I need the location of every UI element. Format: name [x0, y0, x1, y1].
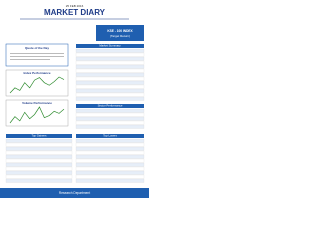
table-header	[6, 134, 72, 138]
page: 25 FEB 2016 MARKET DIARY KSE - 100 INDEX…	[0, 0, 149, 198]
table-row	[5, 162, 73, 167]
table-row	[75, 174, 145, 179]
table-title: Market Summary	[99, 44, 121, 48]
table-row	[75, 158, 145, 163]
table-row	[5, 178, 73, 183]
footer: Research Department	[59, 191, 90, 195]
chart-title: Volume Performance	[22, 101, 52, 105]
table-row	[75, 72, 145, 77]
table-row	[75, 76, 145, 81]
table-header	[76, 134, 144, 138]
table-header	[76, 44, 144, 48]
table-row	[75, 60, 145, 65]
table-row	[75, 154, 145, 159]
charts: Index Performance Volume Performance	[5, 69, 69, 127]
footer-bar	[0, 188, 149, 198]
chart-frame	[5, 69, 69, 97]
table-row	[75, 138, 145, 143]
table-row	[75, 68, 145, 73]
table-row	[75, 166, 145, 171]
table-header	[76, 104, 144, 108]
table-row	[5, 154, 73, 159]
table-row	[5, 166, 73, 171]
table-row	[5, 174, 73, 179]
table-row	[75, 48, 145, 53]
quote-lines	[10, 53, 64, 60]
date: 25 FEB 2016	[66, 4, 84, 8]
table-row	[75, 80, 145, 85]
table-row	[75, 120, 145, 125]
table-row	[75, 92, 145, 97]
table-row	[75, 56, 145, 61]
table-row	[75, 170, 145, 175]
table-row	[75, 124, 145, 129]
table-row	[75, 52, 145, 57]
chart-line	[9, 106, 65, 124]
title: MARKET DIARY	[44, 8, 106, 17]
badge-subtitle: (Target Return)	[110, 34, 130, 38]
quote-title: Quote of the Day	[25, 46, 49, 50]
table-row	[5, 170, 73, 175]
badge-box	[96, 25, 144, 41]
tables: Market Summary Sector Performance Top Gain…	[5, 44, 145, 183]
badge-title: KSE - 100 INDEX	[107, 29, 133, 33]
table-row	[75, 146, 145, 151]
table-row	[75, 150, 145, 155]
table-row	[75, 84, 145, 89]
table-title: Top Losers	[103, 134, 117, 138]
chart-title: Index Performance	[23, 71, 50, 75]
table-row	[5, 150, 73, 155]
table-row	[75, 96, 145, 101]
table-row	[75, 162, 145, 167]
table-row	[75, 178, 145, 183]
table-row	[75, 116, 145, 121]
table-row	[75, 88, 145, 93]
table-row	[75, 108, 145, 113]
table-title: Sector Performance	[98, 104, 123, 108]
table-row	[5, 142, 73, 147]
table-title: Top Gainers	[31, 134, 47, 138]
table-row	[75, 142, 145, 147]
table-row	[75, 112, 145, 117]
table-row	[5, 146, 73, 151]
chart-line	[9, 76, 65, 94]
table-row	[5, 158, 73, 163]
table-row	[5, 138, 73, 143]
table-row	[75, 64, 145, 69]
quote-box	[5, 43, 69, 67]
